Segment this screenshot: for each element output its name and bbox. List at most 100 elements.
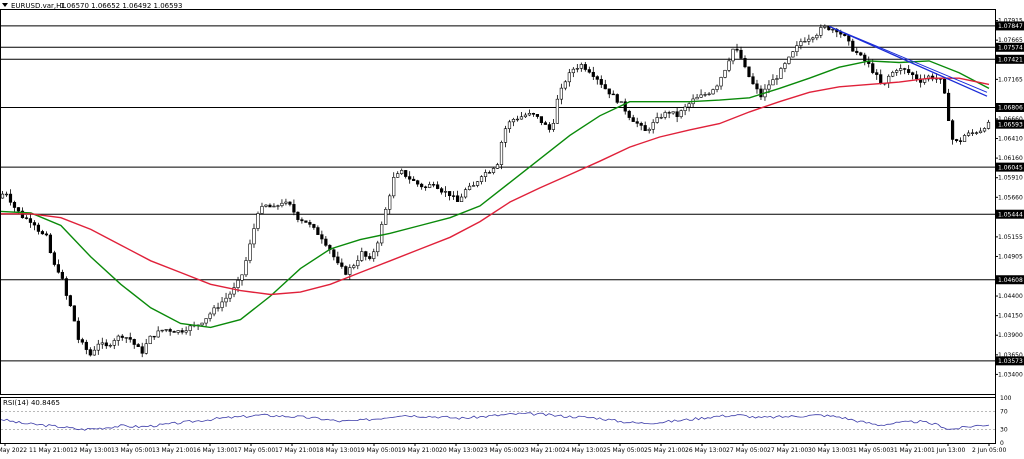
candle-body: [699, 94, 703, 98]
candle-body: [140, 346, 144, 354]
level-label: 1.04608: [998, 277, 1023, 284]
price-tick-label: 1.04400: [998, 293, 1023, 300]
candle-body: [891, 72, 895, 77]
candle-body: [627, 110, 631, 118]
level-label-box: [996, 209, 1024, 219]
candle-body: [958, 140, 963, 142]
candle-body: [348, 267, 352, 275]
candle-body: [260, 206, 264, 214]
candle-body: [731, 48, 735, 62]
candle-body: [112, 340, 116, 346]
candle-body: [711, 89, 715, 95]
price-tick-label: 1.03650: [998, 352, 1023, 359]
candle-body: [479, 176, 484, 182]
time-tick-label: 20 May 13:00: [439, 447, 480, 454]
candle-body: [759, 88, 763, 98]
candle-body: [599, 79, 603, 85]
level-label-box: [996, 42, 1024, 52]
current-price-box: [996, 119, 1024, 129]
candle-body: [783, 63, 787, 69]
candle-body: [567, 72, 571, 83]
candle-body: [60, 271, 64, 279]
triangle-down-icon[interactable]: [2, 3, 8, 7]
candle-body: [911, 72, 915, 76]
candle-body: [607, 88, 611, 95]
price-tick-label: 1.04905: [998, 253, 1023, 260]
candle-body: [799, 41, 803, 46]
candle-body: [288, 201, 292, 205]
price-tick-label: 1.07665: [998, 37, 1023, 44]
candle-body: [376, 242, 380, 253]
candle-body: [428, 184, 432, 188]
candle-body: [855, 50, 859, 54]
candle-body: [312, 224, 316, 228]
candle-body: [719, 77, 723, 87]
rsi-tick-label: 100: [1000, 395, 1012, 402]
candle-body: [264, 204, 268, 207]
candle-body: [595, 76, 599, 80]
candle-body: [715, 85, 719, 90]
candle-body: [467, 185, 472, 190]
candle-body: [36, 224, 41, 232]
candle-body: [775, 78, 779, 80]
candle-body: [240, 274, 244, 281]
candle-body: [739, 49, 743, 59]
candle-body: [12, 202, 17, 208]
level-label-box: [996, 275, 1024, 285]
candle-body: [340, 262, 344, 267]
candle-body: [823, 25, 827, 28]
time-tick-label: 25 May 21:00: [644, 447, 685, 454]
candle-body: [156, 330, 160, 338]
candle-body: [747, 66, 751, 77]
candle-body: [332, 249, 336, 258]
candle-body: [471, 185, 476, 187]
candle-body: [643, 125, 647, 131]
candle-body: [380, 224, 384, 244]
candle-body: [252, 228, 256, 245]
candle-body: [787, 56, 791, 64]
candle-body: [76, 320, 80, 340]
candle-body: [743, 58, 747, 68]
candle-body: [124, 337, 128, 339]
candle-body: [946, 92, 951, 121]
trendlines[interactable]: [829, 25, 988, 97]
time-tick-label: 24 May 13:00: [562, 447, 603, 454]
candle-body: [459, 196, 464, 202]
candle-body: [819, 27, 823, 36]
ohlc-values: 1.06570 1.06652 1.06492 1.06593: [60, 2, 182, 10]
candle-body: [703, 94, 707, 96]
candle-body: [795, 45, 799, 52]
candle-body: [831, 28, 835, 31]
candle-body: [308, 222, 312, 225]
candle-body: [16, 207, 21, 212]
candle-body: [847, 35, 851, 42]
candle-body: [404, 170, 408, 177]
candle-body: [304, 220, 308, 223]
candle-body: [68, 295, 72, 307]
candle-body: [220, 301, 224, 308]
candle-body: [228, 293, 232, 299]
candle-body: [444, 191, 448, 193]
candle-body: [483, 172, 488, 177]
candle-body: [164, 329, 168, 331]
candle-body: [316, 227, 320, 235]
time-tick-label: 17 May 05:00: [234, 447, 275, 454]
candle-body: [591, 71, 595, 77]
candle-body: [950, 120, 955, 140]
candle-body: [543, 122, 548, 125]
candle-body: [907, 69, 911, 73]
candle-body: [915, 74, 919, 80]
candle-body: [120, 335, 124, 338]
candle-body: [827, 25, 831, 31]
time-tick-label: 13 May 05:00: [111, 447, 152, 454]
candle-body: [942, 78, 947, 94]
candle-body: [424, 186, 428, 188]
candle-body: [352, 265, 356, 268]
time-tick-label: 1 Jun 13:00: [931, 447, 965, 454]
rsi-tick-label: 30: [1000, 427, 1008, 434]
candle-body: [575, 68, 579, 70]
candle-body: [336, 256, 340, 264]
